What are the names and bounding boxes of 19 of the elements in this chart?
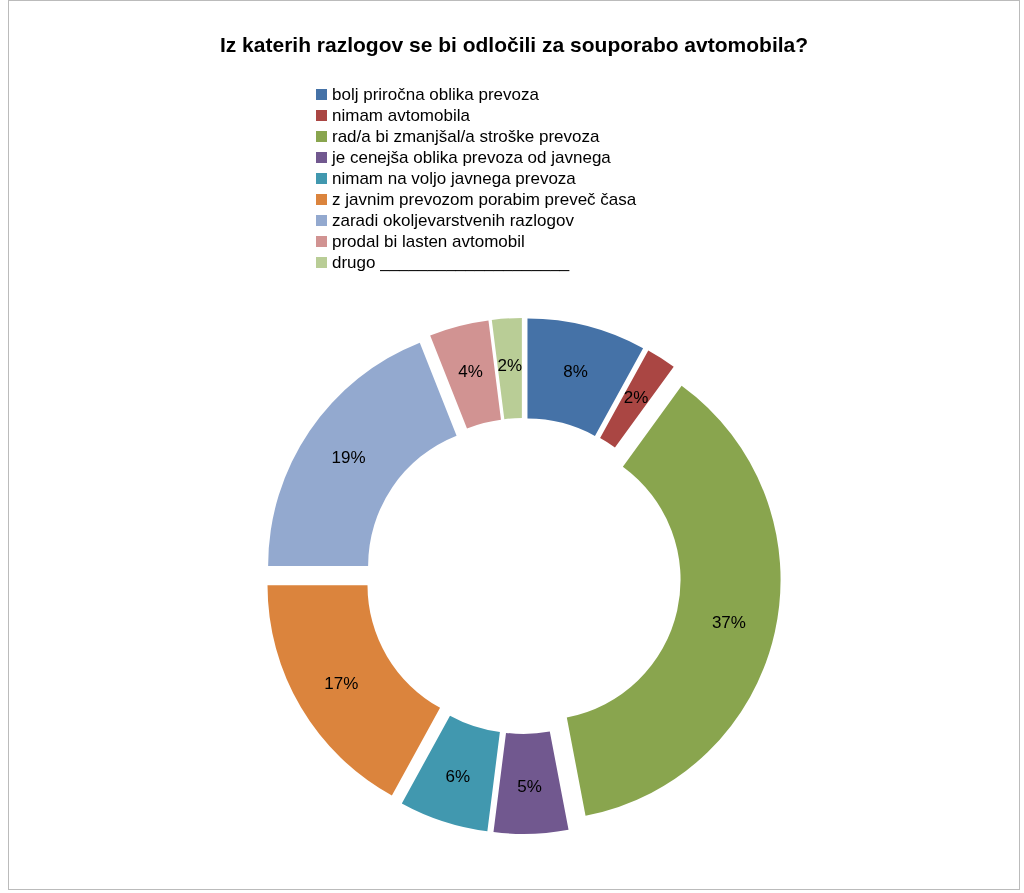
data-label: 5%: [517, 777, 542, 797]
legend-label: nimam na voljo javnega prevoza: [332, 169, 577, 188]
legend-label: rad/a bi zmanjšal/a stroške prevoza: [332, 127, 600, 146]
legend-label: zaradi okoljevarstvenih razlogov: [332, 211, 575, 230]
data-label: 8%: [563, 362, 588, 382]
legend-label: bolj priročna oblika prevoza: [332, 85, 540, 104]
data-label: 2%: [623, 388, 649, 408]
data-label: 37%: [711, 612, 746, 632]
data-label: 6%: [445, 767, 471, 787]
chart-title: Iz katerih razlogov se bi odločili za souporabo avtomobila?: [219, 33, 809, 56]
legend-label: je cenejša oblika prevoza od javnega: [331, 148, 612, 167]
data-label: 4%: [458, 362, 483, 382]
data-label: 17%: [324, 673, 359, 693]
legend-label: z javnim prevozom porabim preveč časa: [332, 190, 637, 209]
data-label: 2%: [497, 355, 523, 375]
legend-label: nimam avtomobila: [332, 106, 471, 125]
legend-label: drugo ____________________: [332, 253, 570, 272]
data-label: 19%: [331, 447, 366, 467]
legend-label: prodal bi lasten avtomobil: [332, 232, 525, 251]
